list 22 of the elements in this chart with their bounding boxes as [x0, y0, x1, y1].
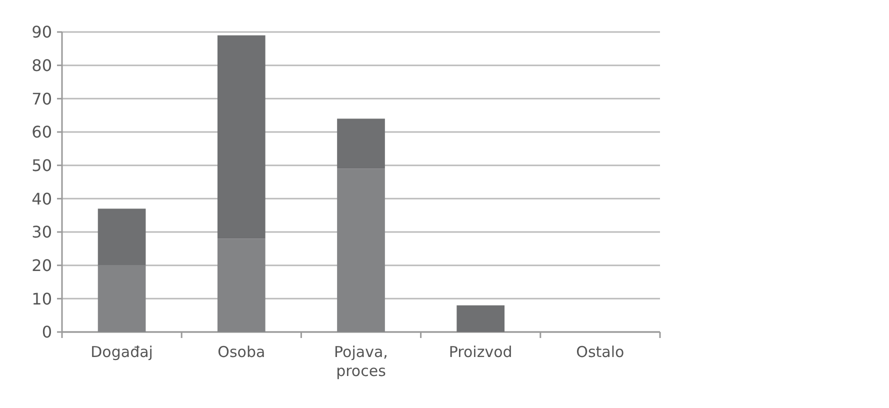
bar [217, 35, 266, 239]
bar [456, 305, 505, 332]
x-tick-label: Događaj [90, 343, 153, 361]
y-tick-label: 80 [32, 56, 52, 75]
y-tick-label: 70 [32, 89, 52, 108]
y-tick-label: 10 [32, 289, 52, 308]
bar [337, 168, 385, 332]
y-tick-label: 50 [32, 156, 52, 175]
x-tick-label: Ostalo [576, 343, 624, 361]
bar [337, 118, 385, 169]
x-tick-label: Pojava, proces [334, 343, 388, 380]
x-tick-label: Proizvod [448, 343, 512, 361]
bar [217, 238, 266, 332]
y-tick-label: 0 [42, 322, 52, 342]
y-tick-label: 20 [32, 256, 52, 275]
y-tick-label: 60 [32, 122, 52, 142]
y-tick-label: 30 [32, 222, 52, 242]
bar [98, 208, 146, 266]
bar [98, 265, 146, 332]
y-tick-label: 90 [32, 22, 52, 42]
x-tick-label: Osoba [218, 343, 266, 361]
y-tick-label: 40 [32, 189, 52, 208]
